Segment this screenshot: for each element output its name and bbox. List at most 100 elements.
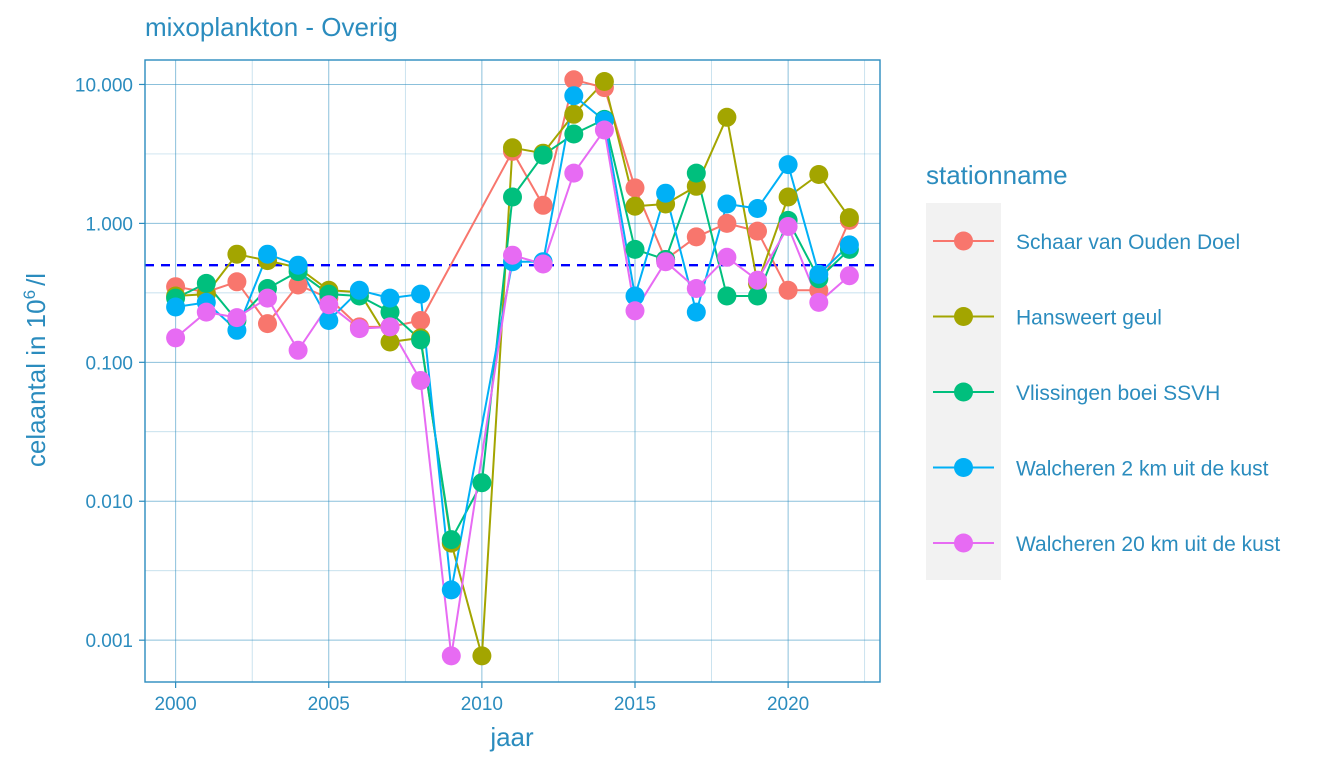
y-tick-label: 1.000	[85, 214, 133, 235]
data-point	[380, 302, 400, 322]
data-point	[625, 239, 645, 259]
x-tick-label: 2000	[154, 694, 196, 715]
legend-item: Hansweert geul	[933, 307, 1162, 330]
series-line	[175, 93, 851, 591]
data-point	[441, 530, 461, 550]
y-axis: 0.001 0.010 0.100 1.000 10.000	[75, 75, 145, 652]
data-point	[717, 247, 737, 267]
data-point	[809, 165, 829, 184]
y-axis-title-suffix: /l	[21, 273, 51, 286]
data-point	[349, 280, 369, 300]
data-point	[717, 213, 737, 233]
data-point	[380, 317, 400, 337]
data-point	[656, 252, 676, 272]
series-group	[174, 127, 851, 657]
x-tick-label: 2010	[461, 694, 503, 715]
y-tick-label: 0.010	[85, 492, 133, 513]
data-point	[809, 292, 829, 312]
data-point	[778, 187, 798, 207]
data-point	[778, 217, 798, 236]
y-tick-label: 10.000	[75, 75, 133, 96]
data-point	[748, 221, 767, 241]
data-point	[411, 371, 431, 390]
legend-key-dot	[954, 458, 973, 477]
data-point	[288, 275, 308, 295]
x-axis: 2000 2005 2010 2015 2020	[154, 682, 809, 715]
data-point	[196, 273, 216, 293]
series-points	[166, 120, 859, 666]
x-tick-label: 2020	[767, 694, 809, 715]
data-point	[319, 311, 339, 330]
data-point	[258, 288, 277, 308]
legend-label: Vlissingen boei SSVH	[1016, 382, 1220, 405]
data-point	[686, 176, 706, 196]
data-point	[748, 270, 767, 290]
data-point	[380, 332, 400, 352]
data-point	[564, 70, 584, 90]
legend-key-dot	[954, 533, 973, 553]
data-point	[564, 124, 584, 144]
data-point	[625, 301, 645, 321]
data-point	[411, 311, 431, 330]
legend-label: Schaar van Ouden Doel	[1016, 231, 1240, 254]
data-point	[686, 302, 706, 322]
data-point	[686, 227, 706, 247]
x-tick-label: 2005	[308, 694, 350, 715]
data-point	[533, 145, 553, 165]
grid-major	[145, 60, 880, 682]
data-point	[594, 120, 614, 140]
data-point	[717, 194, 737, 214]
data-point	[319, 295, 339, 315]
data-point	[717, 107, 737, 127]
series-group	[175, 93, 851, 591]
y-axis-title: celaantal in 106/l	[20, 273, 51, 467]
legend-title: stationname	[926, 160, 1068, 190]
y-axis-title-prefix: celaantal in 10	[21, 299, 51, 467]
data-point	[166, 328, 186, 348]
data-point	[839, 235, 859, 255]
data-point	[594, 72, 614, 91]
legend-item: Vlissingen boei SSVH	[933, 382, 1220, 405]
legend-key-dot	[954, 231, 973, 251]
data-point	[564, 104, 584, 124]
data-point	[349, 319, 369, 339]
data-point	[166, 297, 186, 317]
data-point	[625, 178, 645, 198]
data-point	[258, 314, 277, 334]
data-point	[227, 244, 247, 264]
data-point	[411, 284, 431, 304]
data-point	[227, 308, 247, 328]
legend: Schaar van Ouden Doel Hansweert geul Vliss…	[933, 231, 1280, 556]
data-point	[839, 208, 859, 228]
data-point	[748, 286, 767, 306]
data-point	[503, 138, 522, 158]
data-point	[839, 266, 859, 286]
data-point	[778, 280, 798, 300]
data-point	[686, 163, 706, 183]
data-point	[288, 255, 308, 275]
y-tick-label: 0.100	[85, 353, 133, 374]
legend-item: Schaar van Ouden Doel	[933, 231, 1240, 254]
legend-label: Hansweert geul	[1016, 307, 1162, 330]
data-point	[686, 279, 706, 298]
legend-label: Walcheren 20 km uit de kust	[1016, 533, 1280, 556]
series-line	[174, 127, 851, 657]
data-point	[564, 86, 584, 106]
data-point	[472, 646, 492, 666]
data-point	[533, 254, 553, 274]
x-axis-title: jaar	[489, 722, 534, 752]
data-point	[258, 244, 277, 264]
legend-key-dot	[954, 307, 973, 326]
series-layer	[166, 70, 859, 666]
legend-item: Walcheren 2 km uit de kust	[933, 458, 1269, 481]
plot-border	[144, 59, 881, 683]
data-point	[196, 302, 216, 322]
data-point	[625, 286, 645, 306]
data-point	[533, 195, 553, 215]
data-point	[380, 288, 400, 308]
data-point	[809, 264, 829, 284]
data-point	[503, 245, 522, 265]
data-point	[656, 183, 676, 203]
